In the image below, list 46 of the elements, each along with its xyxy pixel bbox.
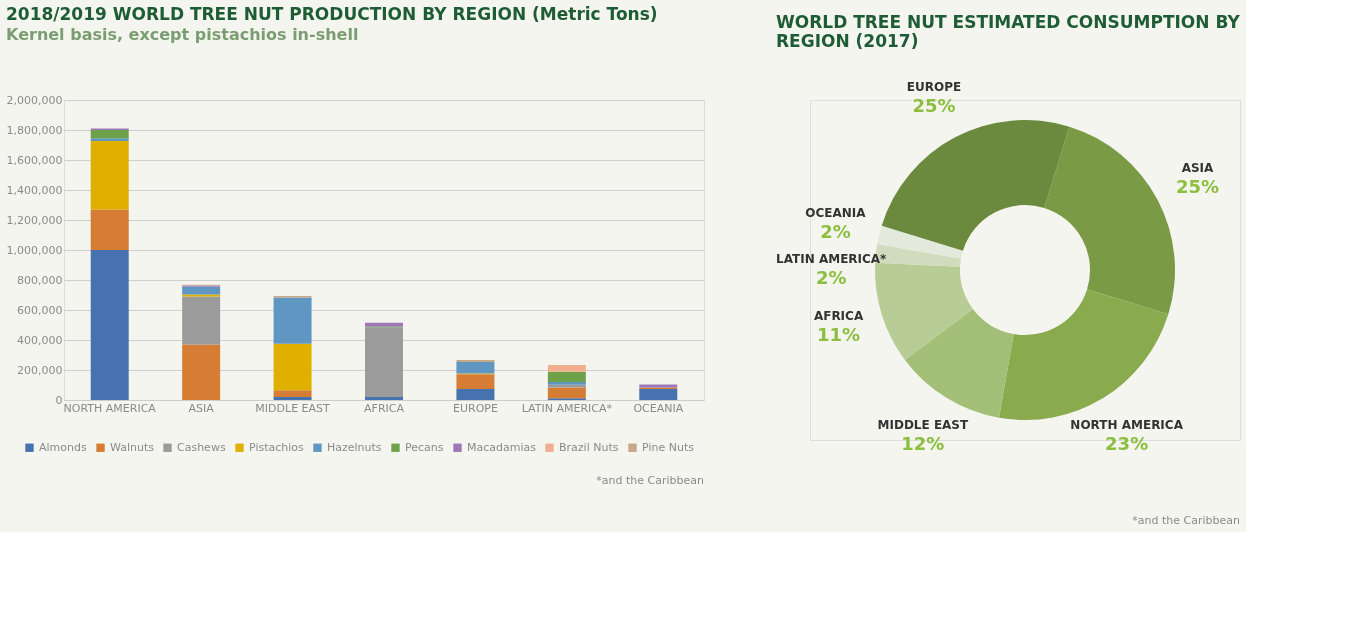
data-label: 2% (815, 267, 847, 289)
text: *and the Caribbean (596, 474, 705, 487)
y-tick-label: 1,400,000 (6, 183, 63, 197)
data-label: 25% (1175, 176, 1220, 198)
legend-label: Walnuts (110, 440, 155, 454)
y-tick-label: 0 (55, 393, 63, 407)
slice-label: AFRICA (813, 309, 864, 324)
x-tick-label: ASIA (188, 401, 215, 415)
x-tick-label: AFRICA (364, 401, 405, 415)
slice-label: LATIN AMERICA* (776, 252, 888, 267)
x-tick-label: OCEANIA (633, 401, 684, 415)
data-label: 11% (816, 324, 861, 346)
slice-label: OCEANIA (805, 206, 867, 221)
x-tick-label: MIDDLE EAST (255, 401, 331, 415)
text: *and the Caribbean (1132, 514, 1241, 527)
chart-subtitle: Kernel basis, except pistachios in-shell (6, 25, 359, 44)
legend-label: Pine Nuts (642, 440, 695, 454)
y-tick-label: 800,000 (17, 273, 63, 287)
y-tick-label: 1,600,000 (6, 153, 63, 167)
y-tick-label: 600,000 (17, 303, 63, 317)
x-tick-label: LATIN AMERICA* (521, 401, 613, 415)
x-tick-label: NORTH AMERICA (63, 401, 157, 415)
legend-label: Brazil Nuts (559, 440, 619, 454)
data-label: 23% (1105, 433, 1149, 455)
legend-label: Macadamias (467, 440, 537, 454)
y-tick-label: 1,800,000 (6, 123, 63, 137)
slice-label: ASIA (1181, 161, 1215, 176)
legend-label: Pistachios (249, 440, 305, 454)
y-tick-label: 2,000,000 (6, 93, 63, 107)
chart-title: 2018/2019 WORLD TREE NUT PRODUCTION BY REGION (Metric Tons) (6, 4, 658, 24)
y-tick-label: 1,000,000 (6, 243, 63, 257)
y-tick-label: 400,000 (17, 333, 63, 347)
legend-label: Pecans (405, 440, 444, 454)
data-label: 2% (820, 221, 851, 243)
legend-label: Cashews (177, 440, 226, 454)
y-tick-label: 200,000 (17, 363, 63, 377)
y-tick-label: 1,200,000 (6, 213, 63, 227)
slice-label: MIDDLE EAST (877, 418, 969, 433)
legend-label: Almonds (39, 440, 87, 454)
x-tick-label: EUROPE (452, 401, 498, 415)
slice-label: NORTH AMERICA (1070, 418, 1184, 433)
legend-label: Hazelnuts (327, 440, 382, 454)
slice-label: EUROPE (906, 79, 962, 94)
data-label: 25% (912, 94, 956, 116)
chart-title: WORLD TREE NUT ESTIMATED CONSUMPTION BY REGION (2017) (776, 11, 1241, 51)
data-label: 12% (901, 433, 945, 455)
